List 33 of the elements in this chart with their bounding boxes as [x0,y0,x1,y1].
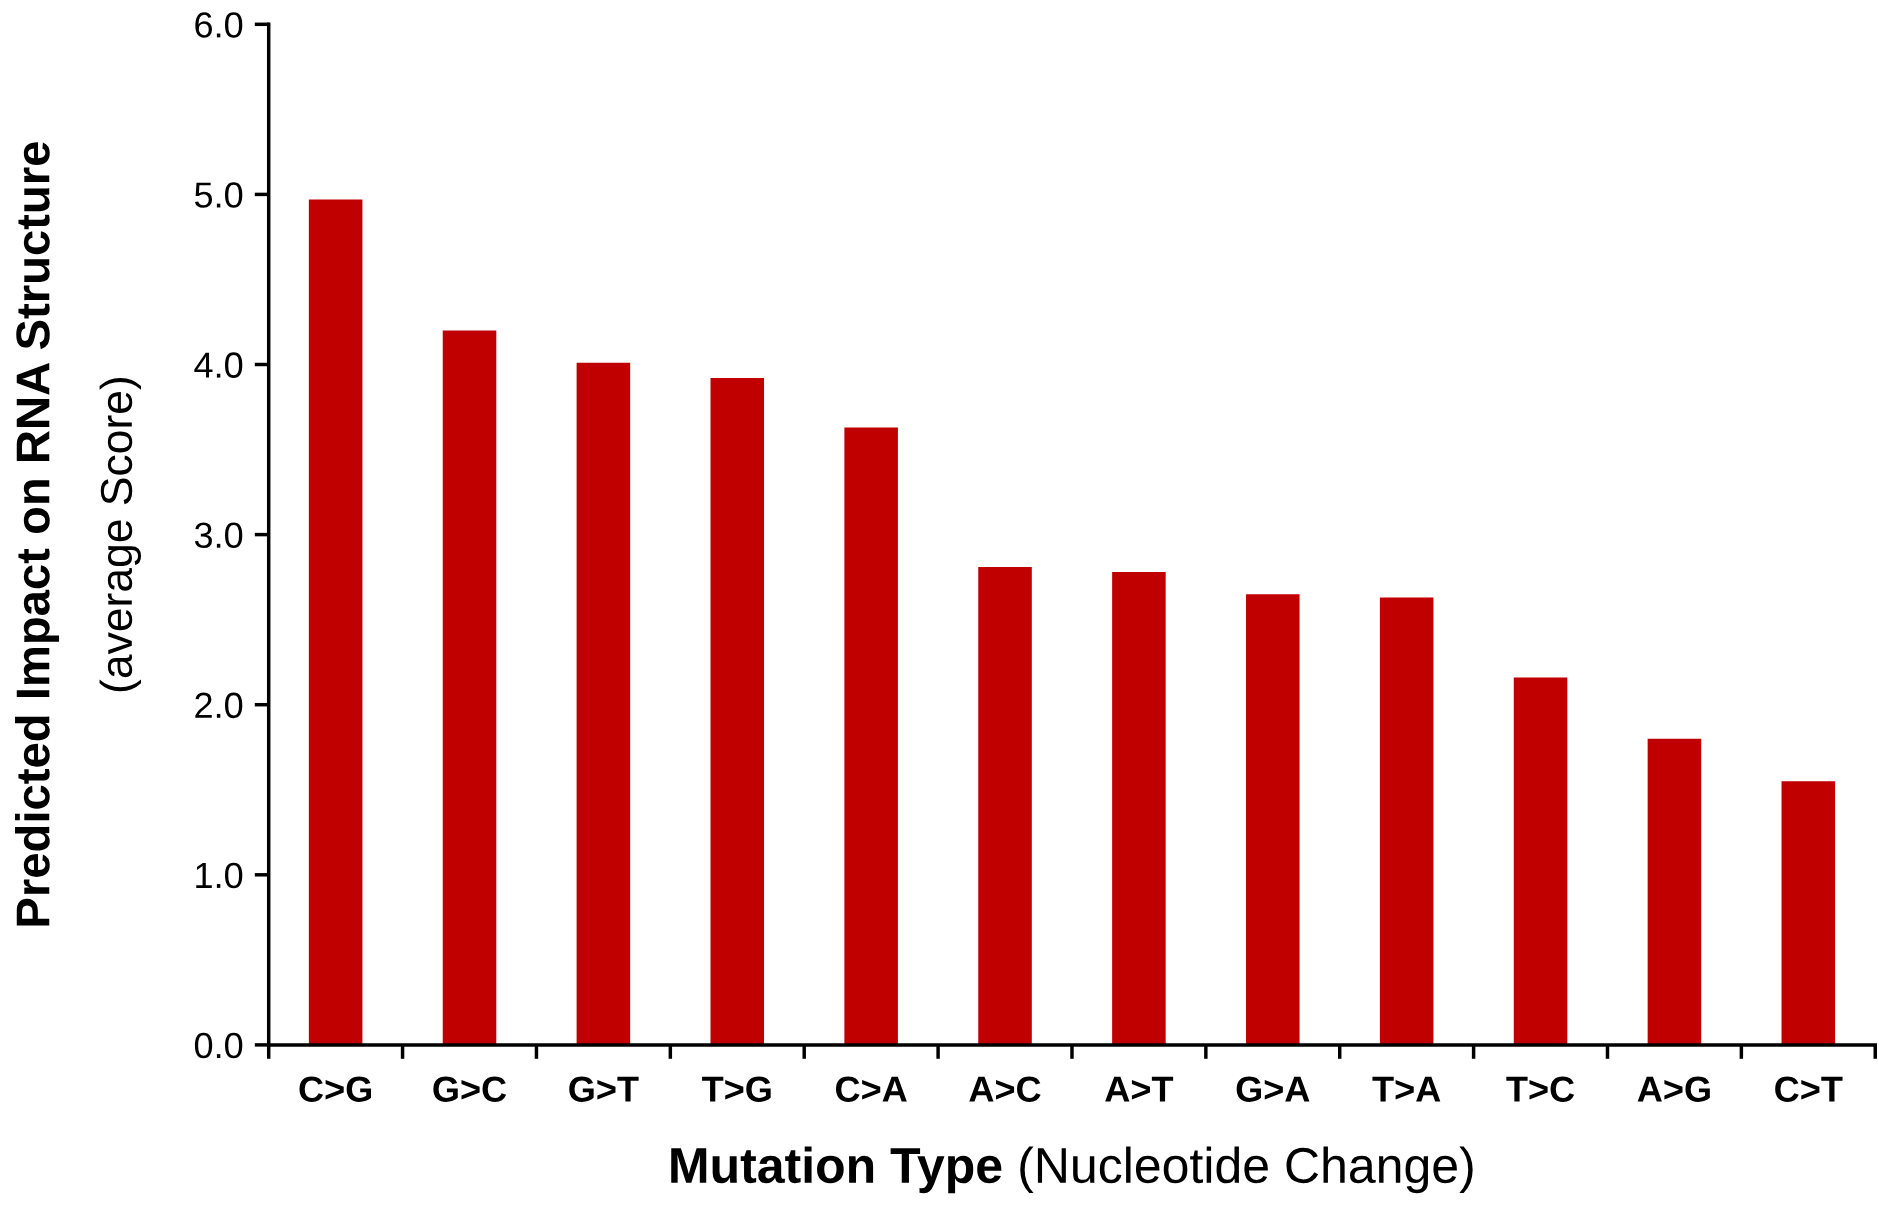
bar [844,427,898,1045]
bar [1246,594,1300,1045]
x-tick-label: G>C [433,1076,507,1102]
x-tick-label: A>G [1637,1076,1710,1102]
x-tick-label: C>A [836,1076,907,1102]
bar [1781,781,1836,1045]
y-tick-label: 0.0 [194,1032,243,1059]
x-tick-label: T>C [1506,1076,1575,1102]
x-axis-title: Mutation Type (Nucleotide Change) [671,1146,1473,1194]
y-tick-label: 2.0 [195,692,243,719]
y-tick-label: 1.0 [196,862,243,889]
y-tick-label: 3.0 [194,522,243,549]
bar [1647,738,1702,1045]
x-tick-label: A>C [969,1076,1041,1102]
x-tick-label: A>T [1105,1076,1174,1102]
bar [978,566,1032,1045]
y-tick-label: 4.0 [194,352,243,378]
bar [710,378,765,1045]
x-tick-label: C>T [1775,1076,1843,1102]
bar [442,330,497,1045]
bar [1379,597,1434,1045]
x-tick-label: G>T [569,1076,639,1102]
bar [576,362,631,1045]
x-tick-label: C>G [299,1076,372,1102]
y-tick-label: 6.0 [195,12,243,38]
x-tick-label: G>A [1236,1076,1310,1102]
y-axis-title: Predicted Impact on RNA Structure (average Score) [15,142,142,926]
bar [1513,677,1568,1045]
y-tick-label: 5.0 [194,182,243,208]
x-tick-label: T>G [702,1076,771,1102]
bar [1112,572,1166,1045]
x-tick-label: T>A [1372,1076,1441,1102]
bar [308,199,363,1045]
